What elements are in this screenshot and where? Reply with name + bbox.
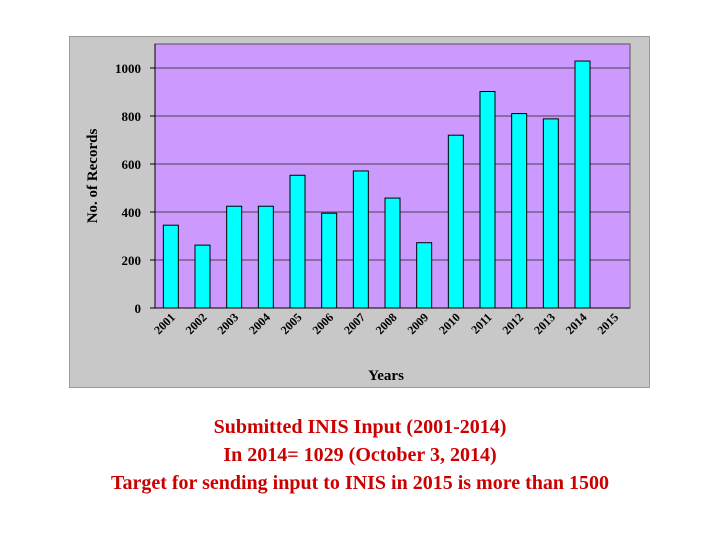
x-tick-label-2015: 2015 [594,310,621,337]
bar-2001 [162,224,179,309]
x-tick-label-2006: 2006 [309,310,336,337]
y-tick-label-400: 400 [122,205,142,220]
x-tick-label-2014: 2014 [563,310,590,337]
y-tick-label-0: 0 [135,301,142,316]
caption-line-1: Submitted INIS Input (2001-2014) [213,416,507,438]
y-tick-label-1000: 1000 [115,61,141,76]
caption-line-3: Target for sending input to INIS in 2015… [110,472,610,494]
bar-2010 [447,134,464,309]
x-tick-label-2013: 2013 [531,310,558,337]
x-tick-label-2001: 2001 [151,310,178,337]
bar-2005 [289,174,306,309]
bar-2006 [321,212,338,309]
x-tick-label-2008: 2008 [373,310,400,337]
bar-2004 [257,205,274,309]
bar-2012 [511,113,528,309]
x-tick-label-2003: 2003 [214,310,241,337]
x-tick-label-2011: 2011 [468,310,494,336]
x-tick-label-2009: 2009 [404,310,431,337]
bar-2007 [352,170,369,309]
x-tick-label-2002: 2002 [183,310,210,337]
y-axis-label: No. of Records [85,129,101,224]
bar-2011 [479,91,496,309]
bar-2008 [384,197,401,309]
bar-2002 [194,244,211,309]
x-axis-label: Years [368,368,404,384]
bar-2013 [542,118,559,309]
x-tick-label-2004: 2004 [246,310,273,337]
bar-2009 [416,242,433,309]
x-tick-label-2005: 2005 [278,310,305,337]
bar-2014 [574,60,591,309]
y-tick-label-600: 600 [122,157,142,172]
y-tick-label-200: 200 [122,253,142,268]
x-tick-label-2010: 2010 [436,310,463,337]
y-tick-label-800: 800 [122,109,142,124]
x-tick-label-2007: 2007 [341,310,368,337]
x-tick-label-2012: 2012 [499,310,526,337]
caption-line-2: In 2014= 1029 (October 3, 2014) [223,444,497,466]
bar-2003 [226,205,243,309]
